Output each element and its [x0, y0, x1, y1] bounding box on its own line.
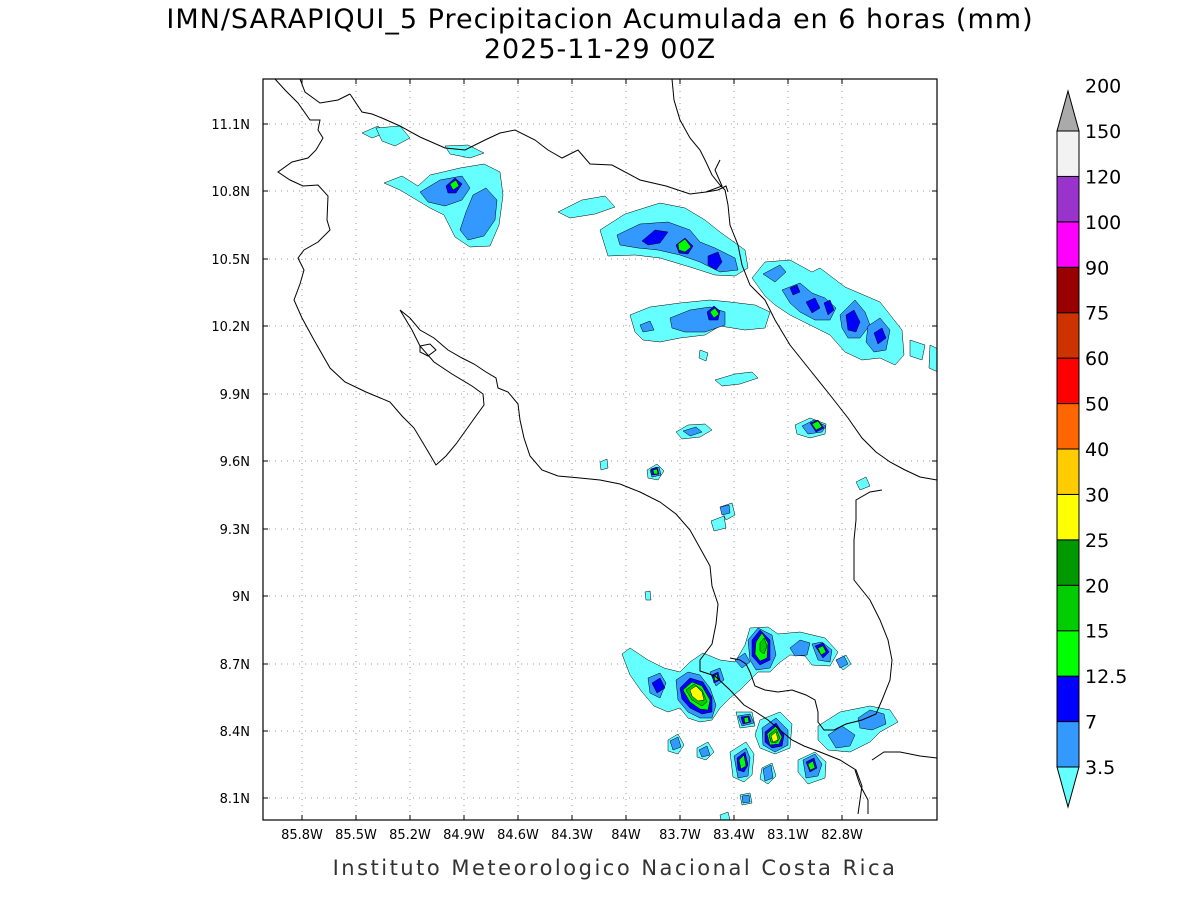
lon-label-10: 82.8W	[821, 828, 863, 843]
map-frame	[262, 78, 938, 821]
lat-label-2: 10.5N	[211, 253, 250, 268]
lon-label-5: 84.3W	[551, 828, 593, 843]
lat-label-4: 9.9N	[220, 388, 250, 403]
colorbar-label-3: 15	[1085, 621, 1109, 643]
precip-30mm	[689, 685, 779, 743]
colorbar-label-0: 3.5	[1085, 757, 1115, 779]
colorbar-label-1: 7	[1085, 712, 1097, 734]
colorbar-label-11: 90	[1085, 257, 1109, 279]
colorbar-segment-1	[1056, 721, 1080, 768]
colorbar-segment-4	[1056, 584, 1080, 632]
lat-label-1: 10.8N	[211, 185, 250, 200]
map-grid	[263, 79, 937, 820]
colorbar-label-12: 100	[1085, 212, 1121, 234]
map-datetime: 2025-11-29 00Z	[483, 34, 717, 65]
colorbar-label-15: 200	[1085, 76, 1121, 98]
lon-label-1: 85.5W	[335, 828, 377, 843]
lon-label-4: 84.6W	[497, 828, 539, 843]
map-title: IMN/SARAPIQUI_5 Precipitacion Acumulada …	[166, 4, 1034, 35]
lat-label-9: 8.4N	[220, 725, 250, 740]
colorbar-segment-13	[1056, 175, 1080, 223]
colorbar-label-8: 50	[1085, 394, 1109, 416]
footer-credit: Instituto Meteorologico Nacional Costa R…	[332, 856, 898, 880]
colorbar-top-arrow	[1056, 89, 1080, 132]
colorbar-segment-12	[1056, 221, 1080, 268]
colorbar-segment-7	[1056, 448, 1080, 495]
map-background	[263, 79, 937, 820]
lon-label-2: 85.2W	[389, 828, 431, 843]
axis-ticks	[263, 79, 937, 820]
colorbar-segment-11	[1056, 266, 1080, 314]
lon-label-0: 85.8W	[281, 828, 323, 843]
longitude-axis-labels: 85.8W 85.5W 85.2W 84.9W 84.6W 84.3W 84W 83.7W 83…	[281, 828, 863, 843]
colorbar-bottom-arrow	[1056, 766, 1080, 809]
colorbar-label-6: 30	[1085, 484, 1109, 506]
colorbar: 3.5 7 12.5 15 20 25 30 40 50 60 75 90 100 120 150 200	[1056, 76, 1127, 809]
lat-label-3: 10.2N	[211, 320, 250, 335]
colorbar-label-10: 75	[1085, 303, 1109, 325]
lat-label-10: 8.1N	[220, 792, 250, 807]
colorbar-segment-6	[1056, 493, 1080, 541]
latitude-axis-labels: 11.1N 10.8N 10.5N 10.2N 9.9N 9.6N 9.3N 9N 8.7N 8.…	[211, 118, 250, 807]
colorbar-label-7: 40	[1085, 439, 1109, 461]
colorbar-segment-10	[1056, 312, 1080, 359]
colorbar-label-5: 25	[1085, 530, 1109, 552]
colorbar-segment-14	[1056, 130, 1080, 177]
colorbar-label-9: 60	[1085, 348, 1109, 370]
colorbar-segment-5	[1056, 539, 1080, 586]
colorbar-segment-9	[1056, 357, 1080, 405]
lat-label-0: 11.1N	[211, 118, 250, 133]
lat-label-6: 9.3N	[220, 523, 250, 538]
colorbar-label-14: 150	[1085, 121, 1121, 143]
lat-label-8: 8.7N	[220, 658, 250, 673]
colorbar-label-4: 20	[1085, 575, 1109, 597]
colorbar-label-2: 12.5	[1085, 666, 1127, 688]
lat-label-5: 9.6N	[220, 455, 250, 470]
lon-label-3: 84.9W	[443, 828, 485, 843]
colorbar-segment-2	[1056, 675, 1080, 723]
colorbar-label-13: 120	[1085, 166, 1121, 188]
lon-label-7: 83.7W	[659, 828, 701, 843]
colorbar-segment-3	[1056, 630, 1080, 677]
colorbar-segment-8	[1056, 403, 1080, 450]
lat-label-7: 9N	[232, 590, 250, 605]
lon-label-8: 83.4W	[713, 828, 755, 843]
lon-label-6: 84W	[611, 828, 641, 843]
coastline-borders	[274, 79, 937, 815]
lon-label-9: 83.1W	[767, 828, 809, 843]
